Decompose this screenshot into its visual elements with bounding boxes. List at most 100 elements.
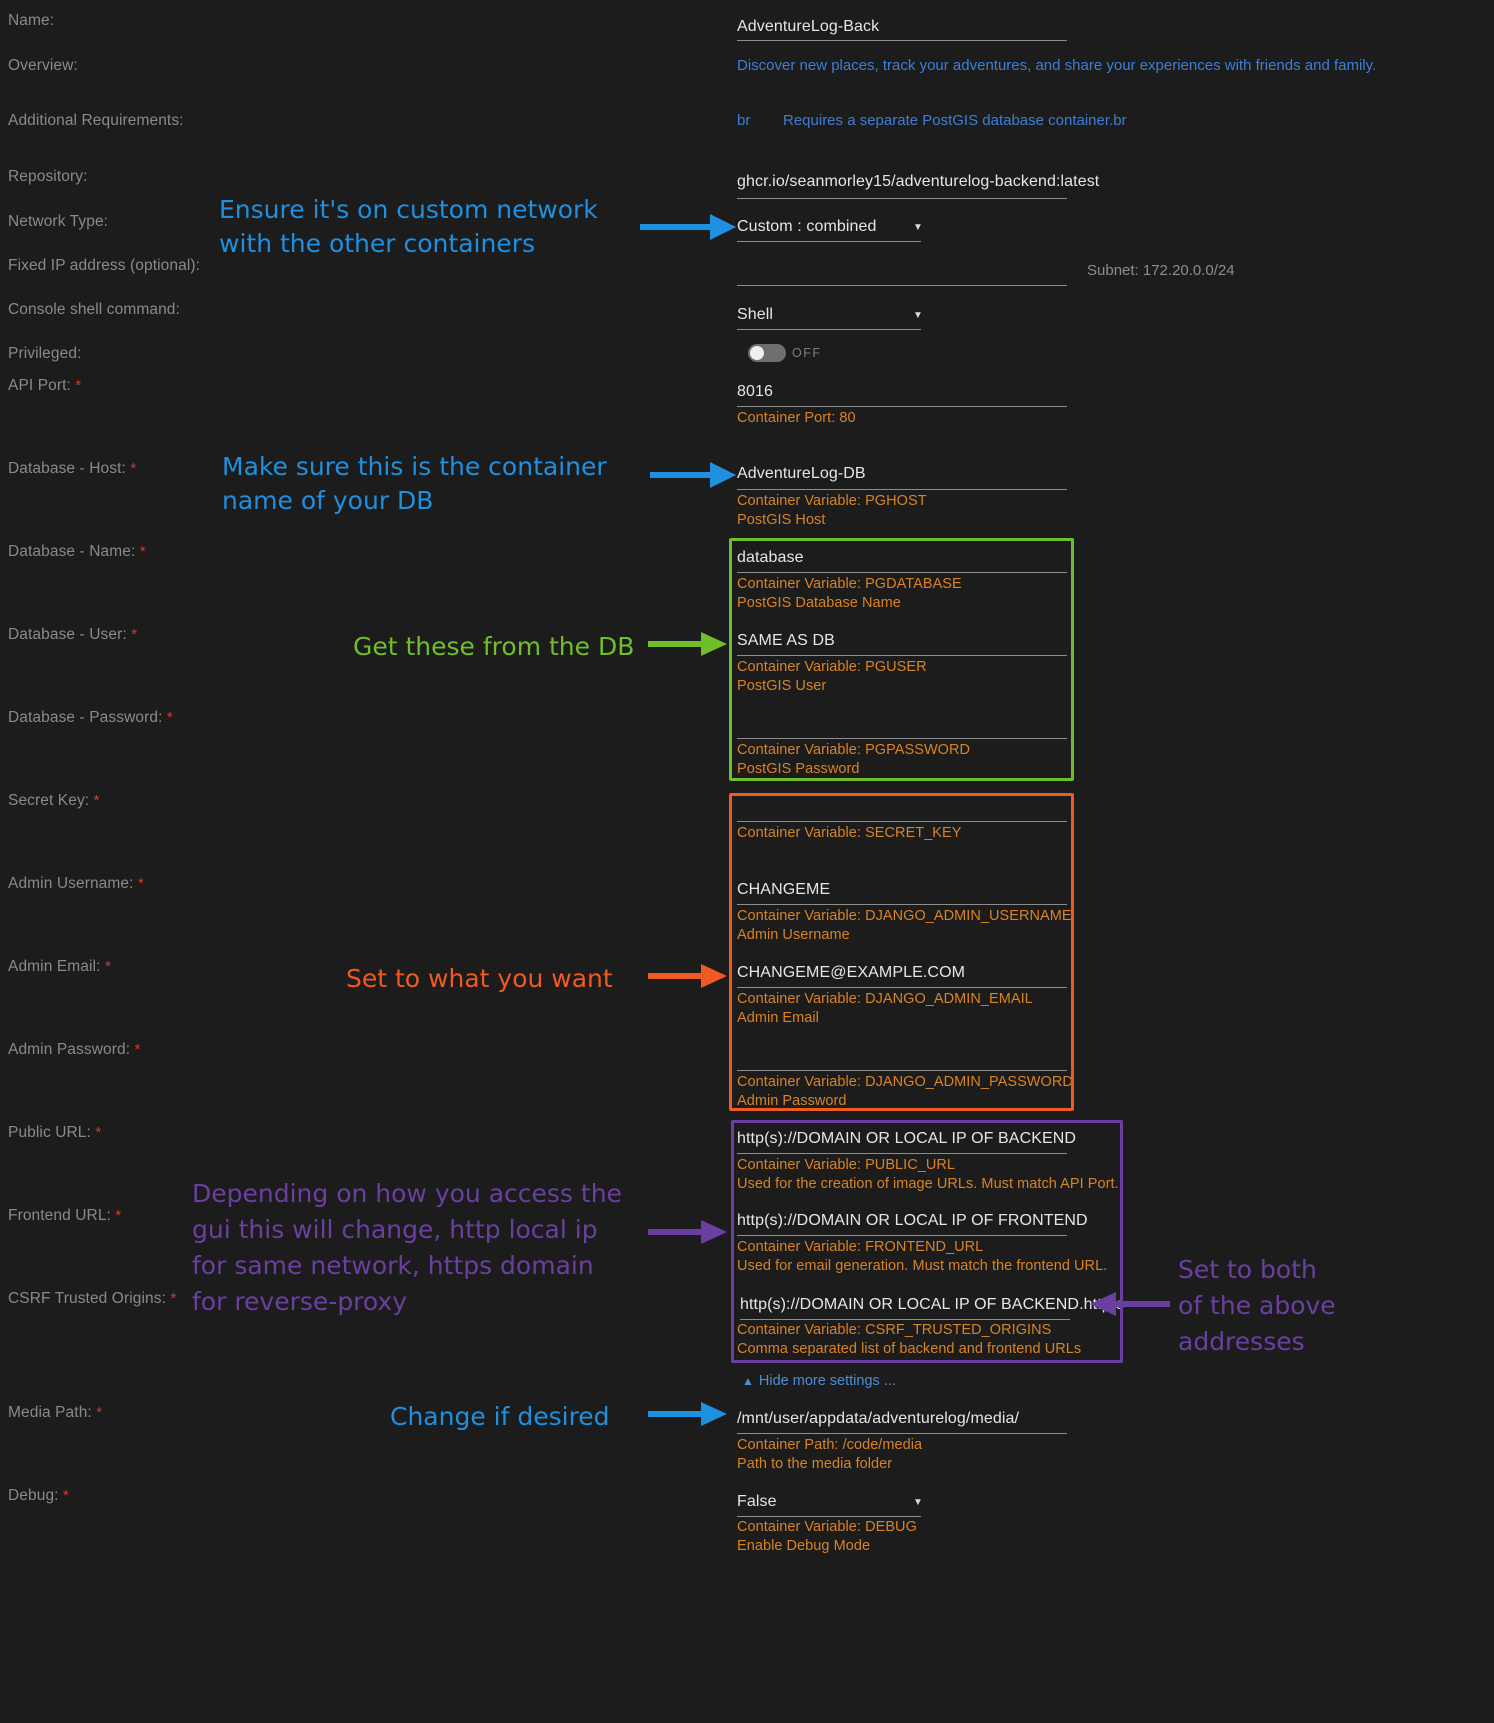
arrow-media-path (648, 1402, 727, 1426)
chevron-up-icon: ▲ (742, 1374, 754, 1388)
required-asterisk: * (95, 1124, 102, 1141)
api-port-input[interactable]: 8016 (737, 383, 773, 400)
required-asterisk: * (93, 792, 100, 809)
annotation-network-type: Ensure it's on custom network with the o… (219, 195, 598, 258)
network-type-underline (737, 241, 921, 242)
frontend-url-input[interactable]: http(s)://DOMAIN OR LOCAL IP OF FRONTEND (737, 1212, 1088, 1229)
debug-select[interactable]: False (737, 1493, 777, 1510)
admin-email-underline (737, 987, 1067, 988)
public-url-input[interactable]: http(s)://DOMAIN OR LOCAL IP OF BACKEND (737, 1130, 1077, 1147)
repository-input-underline (737, 198, 1067, 199)
annotation-admin-group: Set to what you want (346, 964, 613, 993)
hide-more-settings-label: Hide more settings ... (758, 1373, 896, 1389)
label-api-port: API Port: * (8, 377, 82, 394)
required-asterisk: * (166, 709, 173, 726)
name-input[interactable]: AdventureLog-Back (737, 18, 880, 35)
database-user-input[interactable]: SAME AS DB (737, 632, 835, 649)
label-frontend-url: Frontend URL: * (8, 1207, 122, 1224)
debug-var-hint: Container Variable: DEBUG (737, 1519, 917, 1535)
admin-email-input[interactable]: CHANGEME@EXAMPLE.COM (737, 964, 966, 981)
frontend-url-underline (737, 1235, 1067, 1236)
required-asterisk: * (170, 1290, 177, 1307)
database-host-underline (737, 489, 1067, 490)
database-name-input[interactable]: database (737, 549, 804, 566)
database-user-var-hint: Container Variable: PGUSER (737, 659, 927, 675)
label-network-type: Network Type: (8, 213, 109, 230)
label-repository: Repository: (8, 168, 88, 185)
chevron-down-icon[interactable]: ▼ (913, 1497, 923, 1508)
admin-email-var-hint: Container Variable: DJANGO_ADMIN_EMAIL (737, 991, 1033, 1007)
debug-underline (737, 1516, 921, 1517)
debug-desc-hint: Enable Debug Mode (737, 1538, 871, 1554)
database-host-input[interactable]: AdventureLog-DB (737, 465, 866, 482)
admin-password-desc-hint: Admin Password (737, 1093, 847, 1109)
admin-email-desc-hint: Admin Email (737, 1010, 819, 1026)
media-path-desc-hint: Path to the media folder (737, 1456, 893, 1472)
label-additional-requirements: Additional Requirements: (8, 112, 184, 129)
media-path-var-hint: Container Path: /code/media (737, 1437, 923, 1453)
label-overview: Overview: (8, 57, 78, 74)
required-asterisk: * (115, 1207, 122, 1224)
database-host-desc-hint: PostGIS Host (737, 512, 826, 528)
public-url-desc-hint: Used for the creation of image URLs. Mus… (737, 1176, 1119, 1192)
required-asterisk: * (75, 377, 82, 394)
database-password-underline (737, 738, 1067, 739)
database-password-desc-hint: PostGIS Password (737, 761, 860, 777)
annotation-media-path: Change if desired (390, 1402, 610, 1431)
database-host-var-hint: Container Variable: PGHOST (737, 493, 927, 509)
annotation-url-group: Depending on how you access the gui this… (192, 1179, 622, 1316)
database-name-desc-hint: PostGIS Database Name (737, 595, 901, 611)
privileged-toggle[interactable] (748, 344, 786, 362)
annotation-both-addresses: Set to both of the above addresses (1178, 1255, 1336, 1356)
admin-password-var-hint: Container Variable: DJANGO_ADMIN_PASSWOR… (737, 1074, 1073, 1090)
secret-key-var-hint: Container Variable: SECRET_KEY (737, 825, 962, 841)
privileged-toggle-label: OFF (792, 346, 822, 360)
admin-username-input[interactable]: CHANGEME (737, 881, 831, 898)
required-asterisk: * (131, 626, 138, 643)
media-path-underline (737, 1433, 1067, 1434)
console-shell-select[interactable]: Shell (737, 306, 774, 323)
label-database-user: Database - User: * (8, 626, 138, 643)
label-csrf-trusted-origins: CSRF Trusted Origins: * (8, 1290, 177, 1307)
label-database-password: Database - Password: * (8, 709, 173, 726)
label-database-name: Database - Name: * (8, 543, 146, 560)
chevron-down-icon[interactable]: ▼ (913, 310, 923, 321)
chevron-down-icon[interactable]: ▼ (913, 222, 923, 233)
frontend-url-desc-hint: Used for email generation. Must match th… (737, 1258, 1108, 1274)
label-public-url: Public URL: * (8, 1124, 102, 1141)
required-asterisk: * (134, 1041, 141, 1058)
required-asterisk: * (137, 875, 144, 892)
admin-password-underline (737, 1070, 1067, 1071)
annotation-database-host: Make sure this is the container name of … (222, 452, 607, 515)
api-port-hint: Container Port: 80 (737, 410, 856, 426)
name-input-underline (737, 40, 1067, 41)
arrow-both-addresses (1090, 1292, 1170, 1316)
arrow-network-type (640, 214, 736, 240)
required-asterisk: * (139, 543, 146, 560)
additional-requirements-prefix: br (737, 112, 751, 129)
label-admin-password: Admin Password: * (8, 1041, 141, 1058)
label-debug: Debug: * (8, 1487, 69, 1504)
label-admin-username: Admin Username: * (8, 875, 144, 892)
public-url-var-hint: Container Variable: PUBLIC_URL (737, 1157, 956, 1173)
required-asterisk: * (96, 1404, 103, 1421)
database-password-var-hint: Container Variable: PGPASSWORD (737, 742, 971, 758)
media-path-input[interactable]: /mnt/user/appdata/adventurelog/media/ (737, 1410, 1020, 1427)
admin-username-desc-hint: Admin Username (737, 927, 850, 943)
csrf-desc-hint: Comma separated list of backend and fron… (737, 1341, 1082, 1357)
repository-input[interactable]: ghcr.io/seanmorley15/adventurelog-backen… (737, 173, 1100, 190)
network-type-select[interactable]: Custom : combined (737, 218, 877, 235)
csrf-trusted-origins-input[interactable]: http(s)://DOMAIN OR LOCAL IP OF BACKEND.… (740, 1296, 1125, 1313)
label-privileged: Privileged: (8, 345, 82, 362)
admin-username-var-hint: Container Variable: DJANGO_ADMIN_USERNAM… (737, 908, 1072, 924)
secret-key-underline (737, 821, 1067, 822)
label-secret-key: Secret Key: * (8, 792, 100, 809)
hide-more-settings-link[interactable]: ▲ Hide more settings ... (742, 1373, 896, 1389)
database-user-underline (737, 655, 1067, 656)
label-admin-email: Admin Email: * (8, 958, 111, 975)
label-fixed-ip: Fixed IP address (optional): (8, 257, 201, 274)
label-database-host: Database - Host: * (8, 460, 137, 477)
required-asterisk: * (130, 460, 137, 477)
label-console-shell: Console shell command: (8, 301, 180, 318)
subnet-note: Subnet: 172.20.0.0/24 (1087, 262, 1235, 279)
